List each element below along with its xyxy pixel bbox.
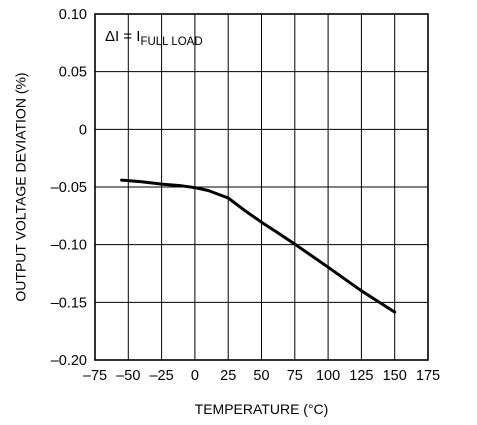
x-axis-label: TEMPERATURE (°C): [195, 401, 329, 417]
y-tick-label: 0.10: [59, 7, 87, 23]
annotation-label: ΔI = IFULL LOAD: [105, 28, 203, 48]
y-tick-label: –0.05: [51, 180, 87, 196]
annotation-main: ΔI = I: [105, 28, 140, 45]
y-tick-labels: 0.10 0.05 0 –0.05 –0.10 –0.15 –0.20: [51, 7, 87, 369]
x-tick-label: 175: [416, 368, 440, 384]
y-tick-label: –0.20: [51, 353, 87, 369]
x-tick-label: 25: [220, 368, 236, 384]
y-tick-label: 0.05: [59, 65, 87, 81]
y-tick-label: –0.10: [51, 238, 87, 254]
x-tick-label: 75: [287, 368, 303, 384]
x-tick-label: –75: [83, 368, 107, 384]
y-tick-label: 0: [79, 122, 87, 138]
x-tick-label: 150: [383, 368, 407, 384]
x-tick-label: 100: [316, 368, 340, 384]
x-tick-label: –50: [116, 368, 140, 384]
annotation-subscript: FULL LOAD: [140, 36, 202, 48]
x-tick-label: 50: [253, 368, 269, 384]
x-tick-label: 0: [191, 368, 199, 384]
plot-frame: [94, 13, 429, 361]
x-tick-label: 125: [349, 368, 373, 384]
x-tick-label: –25: [149, 368, 173, 384]
y-tick-label: –0.15: [51, 295, 87, 311]
series-line: [120, 178, 397, 314]
y-axis-label: OUTPUT VOLTAGE DEVIATION (%): [13, 72, 29, 301]
grid-lines: [95, 14, 428, 360]
x-tick-labels: –75 –50 –25 0 25 50 75 100 125 150 175: [83, 368, 440, 384]
